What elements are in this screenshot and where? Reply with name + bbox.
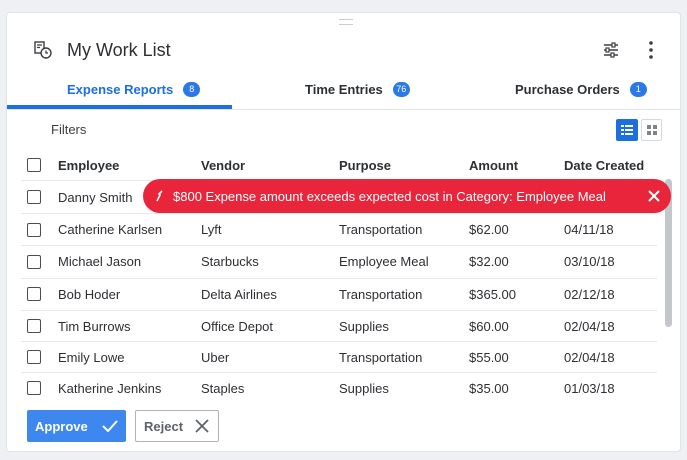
table-row[interactable] xyxy=(21,341,657,373)
row-checkbox[interactable] xyxy=(27,190,41,204)
date-cell: 02/04/18 xyxy=(564,350,615,365)
list-view-icon xyxy=(621,125,633,135)
list-view-button[interactable] xyxy=(616,119,638,141)
column-header-date-created[interactable]: Date Created xyxy=(564,158,645,173)
date-cell: 03/10/18 xyxy=(564,254,615,269)
vendor-cell: Office Depot xyxy=(201,319,274,334)
more-vertical-icon[interactable] xyxy=(647,40,655,60)
employee-cell: Michael Jason xyxy=(58,254,142,269)
table-row[interactable] xyxy=(21,372,657,404)
date-cell: 01/03/18 xyxy=(564,381,615,396)
row-checkbox[interactable] xyxy=(27,287,41,301)
reject-label: Reject xyxy=(144,419,184,434)
select-all-checkbox[interactable] xyxy=(27,158,41,172)
vendor-cell: Starbucks xyxy=(201,254,259,269)
tab-label: Purchase Orders xyxy=(515,82,620,97)
count-badge: 1 xyxy=(629,82,647,97)
toast-message: $800 Expense amount exceeds expected cos… xyxy=(173,189,606,204)
tab-label: Time Entries xyxy=(305,82,383,97)
table-row[interactable] xyxy=(21,245,657,277)
purpose-cell: Supplies xyxy=(339,381,389,396)
row-checkbox[interactable] xyxy=(27,223,41,237)
vendor-cell: Uber xyxy=(201,350,230,365)
column-header-amount[interactable]: Amount xyxy=(469,158,519,173)
amount-cell: $35.00 xyxy=(469,381,509,396)
work-list-card: My Work List Expense Reports 8 Time Entr… xyxy=(6,12,681,452)
drag-handle[interactable] xyxy=(339,19,353,25)
tab-label: Expense Reports xyxy=(67,82,174,97)
page-title: My Work List xyxy=(67,40,171,60)
employee-cell: Danny Smith xyxy=(58,190,133,205)
date-cell: 04/11/18 xyxy=(564,222,614,237)
row-checkbox[interactable] xyxy=(27,319,41,333)
purpose-cell: Employee Meal xyxy=(339,254,429,269)
vendor-cell: Staples xyxy=(201,381,245,396)
close-icon[interactable] xyxy=(647,189,661,203)
count-badge: 76 xyxy=(392,82,410,97)
amount-cell: $365.00 xyxy=(469,287,516,302)
amount-cell: $55.00 xyxy=(469,350,509,365)
column-header-employee[interactable]: Employee xyxy=(58,158,120,173)
table-row[interactable] xyxy=(21,213,657,245)
report-clock-icon xyxy=(34,41,52,59)
approve-label: Approve xyxy=(35,419,88,434)
approve-button[interactable]: Approve xyxy=(27,410,126,442)
table-row[interactable] xyxy=(21,278,657,310)
filters-toggle[interactable]: Filters xyxy=(51,122,87,137)
vendor-cell: Lyft xyxy=(201,222,222,237)
purpose-cell: Transportation xyxy=(339,287,423,302)
purpose-cell: Transportation xyxy=(339,222,423,237)
error-toast: $800 Expense amount exceeds expected cos… xyxy=(143,179,671,213)
employee-cell: Catherine Karlsen xyxy=(58,222,163,237)
table-row[interactable] xyxy=(21,310,657,342)
amount-cell: $62.00 xyxy=(469,222,509,237)
column-header-vendor[interactable]: Vendor xyxy=(201,158,246,173)
column-header-purpose[interactable]: Purpose xyxy=(339,158,392,173)
row-checkbox[interactable] xyxy=(27,350,41,364)
grid-view-icon xyxy=(647,125,657,135)
tab-time-entries[interactable]: Time Entries 76 xyxy=(305,77,410,109)
amount-cell: $60.00 xyxy=(469,319,509,334)
tab-expense-reports[interactable]: Expense Reports 8 xyxy=(67,77,201,109)
x-icon xyxy=(195,419,209,433)
tab-purchase-orders[interactable]: Purchase Orders 1 xyxy=(515,77,647,109)
reject-button[interactable]: Reject xyxy=(135,410,219,442)
row-checkbox[interactable] xyxy=(27,381,41,395)
active-tab-indicator xyxy=(7,105,232,109)
tab-bar: Expense Reports 8 Time Entries 76 Purcha… xyxy=(7,77,680,110)
sliders-icon[interactable] xyxy=(603,42,619,58)
employee-cell: Katherine Jenkins xyxy=(58,381,162,396)
table-scrollbar[interactable] xyxy=(665,179,672,327)
employee-cell: Emily Lowe xyxy=(58,350,125,365)
purpose-cell: Supplies xyxy=(339,319,389,334)
grid-view-button[interactable] xyxy=(641,119,662,141)
purpose-cell: Transportation xyxy=(339,350,423,365)
employee-cell: Bob Hoder xyxy=(58,287,121,302)
amount-cell: $32.00 xyxy=(469,254,509,269)
row-checkbox[interactable] xyxy=(27,255,41,269)
check-icon xyxy=(102,420,118,432)
date-cell: 02/04/18 xyxy=(564,319,615,334)
vendor-cell: Delta Airlines xyxy=(201,287,277,302)
count-badge: 8 xyxy=(183,82,201,97)
warning-icon xyxy=(156,190,163,202)
employee-cell: Tim Burrows xyxy=(58,319,131,334)
date-cell: 02/12/18 xyxy=(564,287,615,302)
